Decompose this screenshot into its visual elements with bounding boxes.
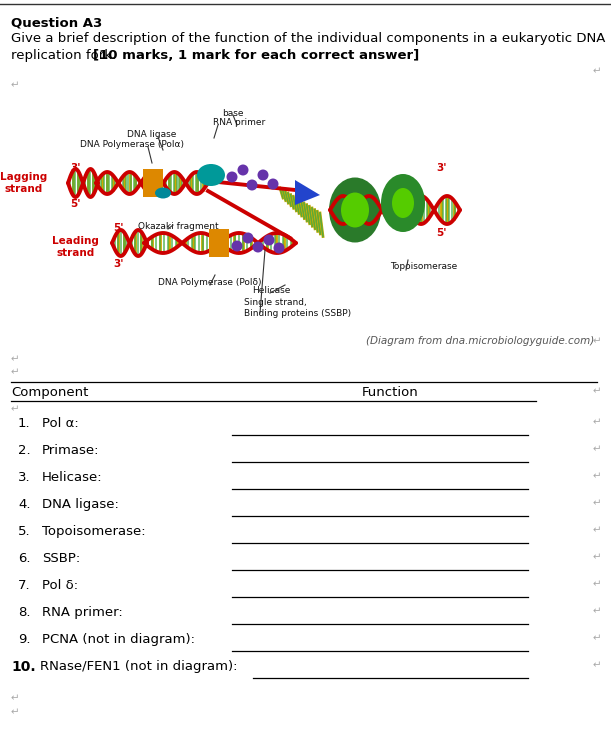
Text: Single strand,
Binding proteins (SSBP): Single strand, Binding proteins (SSBP) (244, 298, 351, 318)
Text: Pol δ:: Pol δ: (42, 579, 78, 592)
Text: ↵: ↵ (11, 367, 20, 377)
Text: Question A3: Question A3 (11, 16, 102, 29)
Text: 3': 3' (436, 163, 447, 173)
Ellipse shape (381, 174, 425, 232)
Polygon shape (295, 180, 320, 205)
Circle shape (238, 164, 249, 175)
Text: 3.: 3. (18, 471, 31, 484)
Text: ↵: ↵ (11, 404, 20, 414)
Text: ↵: ↵ (593, 606, 602, 616)
Text: Helicase:: Helicase: (42, 471, 103, 484)
Text: ↵: ↵ (593, 336, 602, 346)
Text: 5': 5' (436, 228, 447, 238)
Circle shape (274, 242, 285, 253)
Text: RNA primer: RNA primer (213, 118, 265, 127)
Text: ↵: ↵ (11, 354, 20, 364)
Ellipse shape (329, 177, 381, 242)
Text: Leading
strand: Leading strand (52, 237, 99, 258)
Text: 6.: 6. (18, 552, 31, 565)
Circle shape (246, 180, 257, 191)
Bar (209, 229, 229, 257)
Text: Topoisomerase: Topoisomerase (390, 262, 457, 271)
Circle shape (268, 179, 279, 190)
Circle shape (263, 234, 274, 245)
Text: ↵: ↵ (593, 471, 602, 481)
Ellipse shape (155, 188, 171, 199)
Text: Function: Function (362, 386, 419, 399)
Text: 3': 3' (70, 163, 81, 173)
Text: ↵: ↵ (11, 707, 20, 717)
Text: 7.: 7. (18, 579, 31, 592)
Text: 10.: 10. (11, 660, 35, 674)
Text: Give a brief description of the function of the individual components in a eukar: Give a brief description of the function… (11, 32, 606, 45)
Text: 5.: 5. (18, 525, 31, 538)
Text: PCNA (not in diagram):: PCNA (not in diagram): (42, 633, 195, 646)
Text: ↵: ↵ (593, 633, 602, 643)
Text: DNA ligase:: DNA ligase: (42, 498, 119, 511)
Text: 9.: 9. (18, 633, 31, 646)
Text: ↵: ↵ (593, 525, 602, 535)
Text: 1.: 1. (18, 417, 31, 430)
Ellipse shape (392, 188, 414, 218)
Text: ↵: ↵ (593, 66, 602, 76)
Text: base: base (222, 109, 244, 118)
Circle shape (227, 172, 238, 182)
Circle shape (257, 169, 268, 180)
Text: DNA ligase: DNA ligase (127, 130, 177, 139)
Ellipse shape (341, 193, 369, 228)
Text: 3': 3' (113, 259, 123, 269)
Text: 5': 5' (113, 223, 123, 233)
Circle shape (232, 240, 243, 252)
Text: RNA primer:: RNA primer: (42, 606, 123, 619)
Text: Okazaki fragment: Okazaki fragment (138, 222, 219, 231)
Circle shape (252, 242, 263, 253)
Text: Lagging
strand: Lagging strand (0, 172, 47, 193)
Text: ↵: ↵ (11, 80, 20, 90)
Text: 8.: 8. (18, 606, 31, 619)
Text: DNA Polymerase (Polα): DNA Polymerase (Polα) (80, 140, 184, 149)
Text: DNA Polymerase (Polδ): DNA Polymerase (Polδ) (158, 278, 262, 287)
Text: RNase/FEN1 (not in diagram):: RNase/FEN1 (not in diagram): (40, 660, 238, 673)
Text: Pol α:: Pol α: (42, 417, 79, 430)
Text: SSBP:: SSBP: (42, 552, 80, 565)
Text: ↵: ↵ (593, 552, 602, 562)
Text: 2.: 2. (18, 444, 31, 457)
Text: ↵: ↵ (593, 660, 602, 670)
Text: Helicase: Helicase (252, 286, 290, 295)
Text: ↵: ↵ (593, 579, 602, 589)
Text: Primase:: Primase: (42, 444, 100, 457)
Text: [10 marks, 1 mark for each correct answer]: [10 marks, 1 mark for each correct answe… (93, 49, 419, 62)
Text: Topoisomerase:: Topoisomerase: (42, 525, 145, 538)
Text: 5': 5' (70, 199, 81, 209)
Text: (Diagram from dna.microbiologyguide.com): (Diagram from dna.microbiologyguide.com) (366, 336, 595, 346)
Text: Component: Component (11, 386, 89, 399)
Text: ↵: ↵ (593, 498, 602, 508)
Text: replication fork.: replication fork. (11, 49, 120, 62)
Circle shape (243, 232, 254, 244)
Ellipse shape (197, 164, 225, 186)
Text: ↵: ↵ (593, 417, 602, 427)
Text: ↵: ↵ (593, 386, 602, 396)
Text: ↵: ↵ (11, 693, 20, 703)
Text: ↵: ↵ (593, 444, 602, 454)
Text: 4.: 4. (18, 498, 31, 511)
Bar (143, 169, 163, 197)
